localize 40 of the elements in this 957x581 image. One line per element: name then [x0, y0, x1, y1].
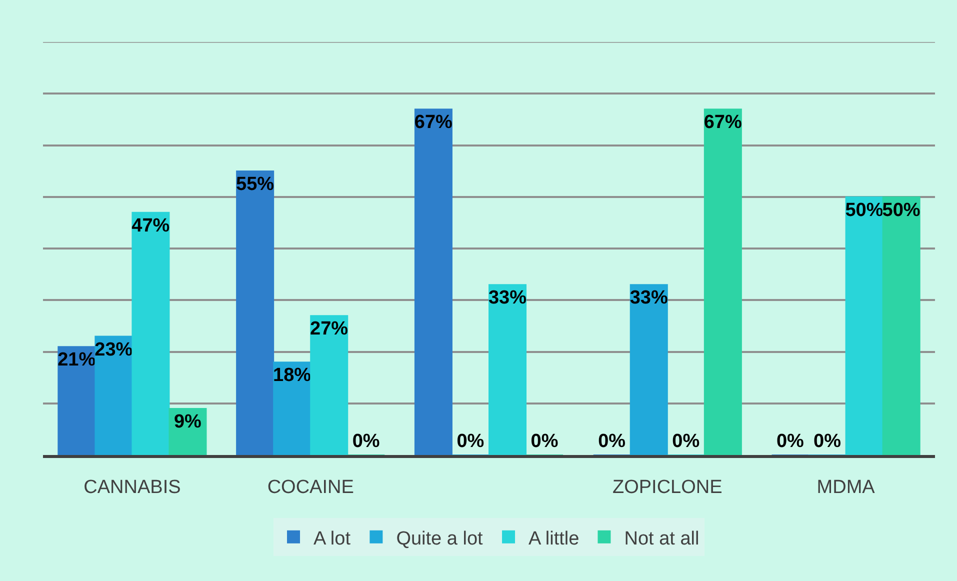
data-label: 50%	[882, 200, 920, 221]
data-label: 0%	[672, 431, 700, 452]
data-label: 21%	[58, 350, 96, 371]
bar	[94, 336, 133, 455]
bar	[132, 212, 170, 455]
legend-label: Not at all	[624, 528, 700, 550]
data-label: 0%	[776, 431, 804, 452]
legend-label: Quite a lot	[396, 528, 484, 550]
bar	[273, 362, 312, 455]
bar	[488, 284, 527, 455]
bar	[414, 108, 452, 455]
bar	[236, 170, 274, 455]
bar	[845, 196, 884, 455]
bar	[704, 108, 742, 455]
data-label: 33%	[488, 288, 527, 309]
data-label: 67%	[704, 112, 742, 134]
data-label: 0%	[456, 431, 484, 452]
bar	[310, 315, 348, 455]
x-tick-label: MDMA	[816, 476, 876, 498]
bar	[630, 284, 668, 455]
data-label: 0%	[352, 431, 380, 452]
data-label: 9%	[174, 412, 202, 433]
data-label: 33%	[630, 288, 668, 309]
data-label: 67%	[414, 112, 453, 134]
data-label: 0%	[598, 431, 626, 452]
data-label: 55%	[236, 174, 274, 196]
data-label: 50%	[845, 200, 884, 221]
data-label: 18%	[273, 365, 312, 386]
x-tick-label: CANNABIS	[84, 476, 181, 498]
legend-label: A lot	[314, 528, 352, 550]
bar	[58, 346, 96, 455]
x-tick-label: ZOPICLONE	[612, 476, 722, 498]
data-label: 47%	[132, 215, 170, 236]
data-label: 27%	[310, 318, 348, 340]
x-tick-label: COCAINE	[267, 476, 354, 498]
data-label: 0%	[814, 431, 842, 452]
data-label: 23%	[94, 339, 133, 360]
data-label: 0%	[530, 431, 558, 452]
bar	[882, 196, 920, 455]
legend-label: A little	[528, 528, 580, 550]
